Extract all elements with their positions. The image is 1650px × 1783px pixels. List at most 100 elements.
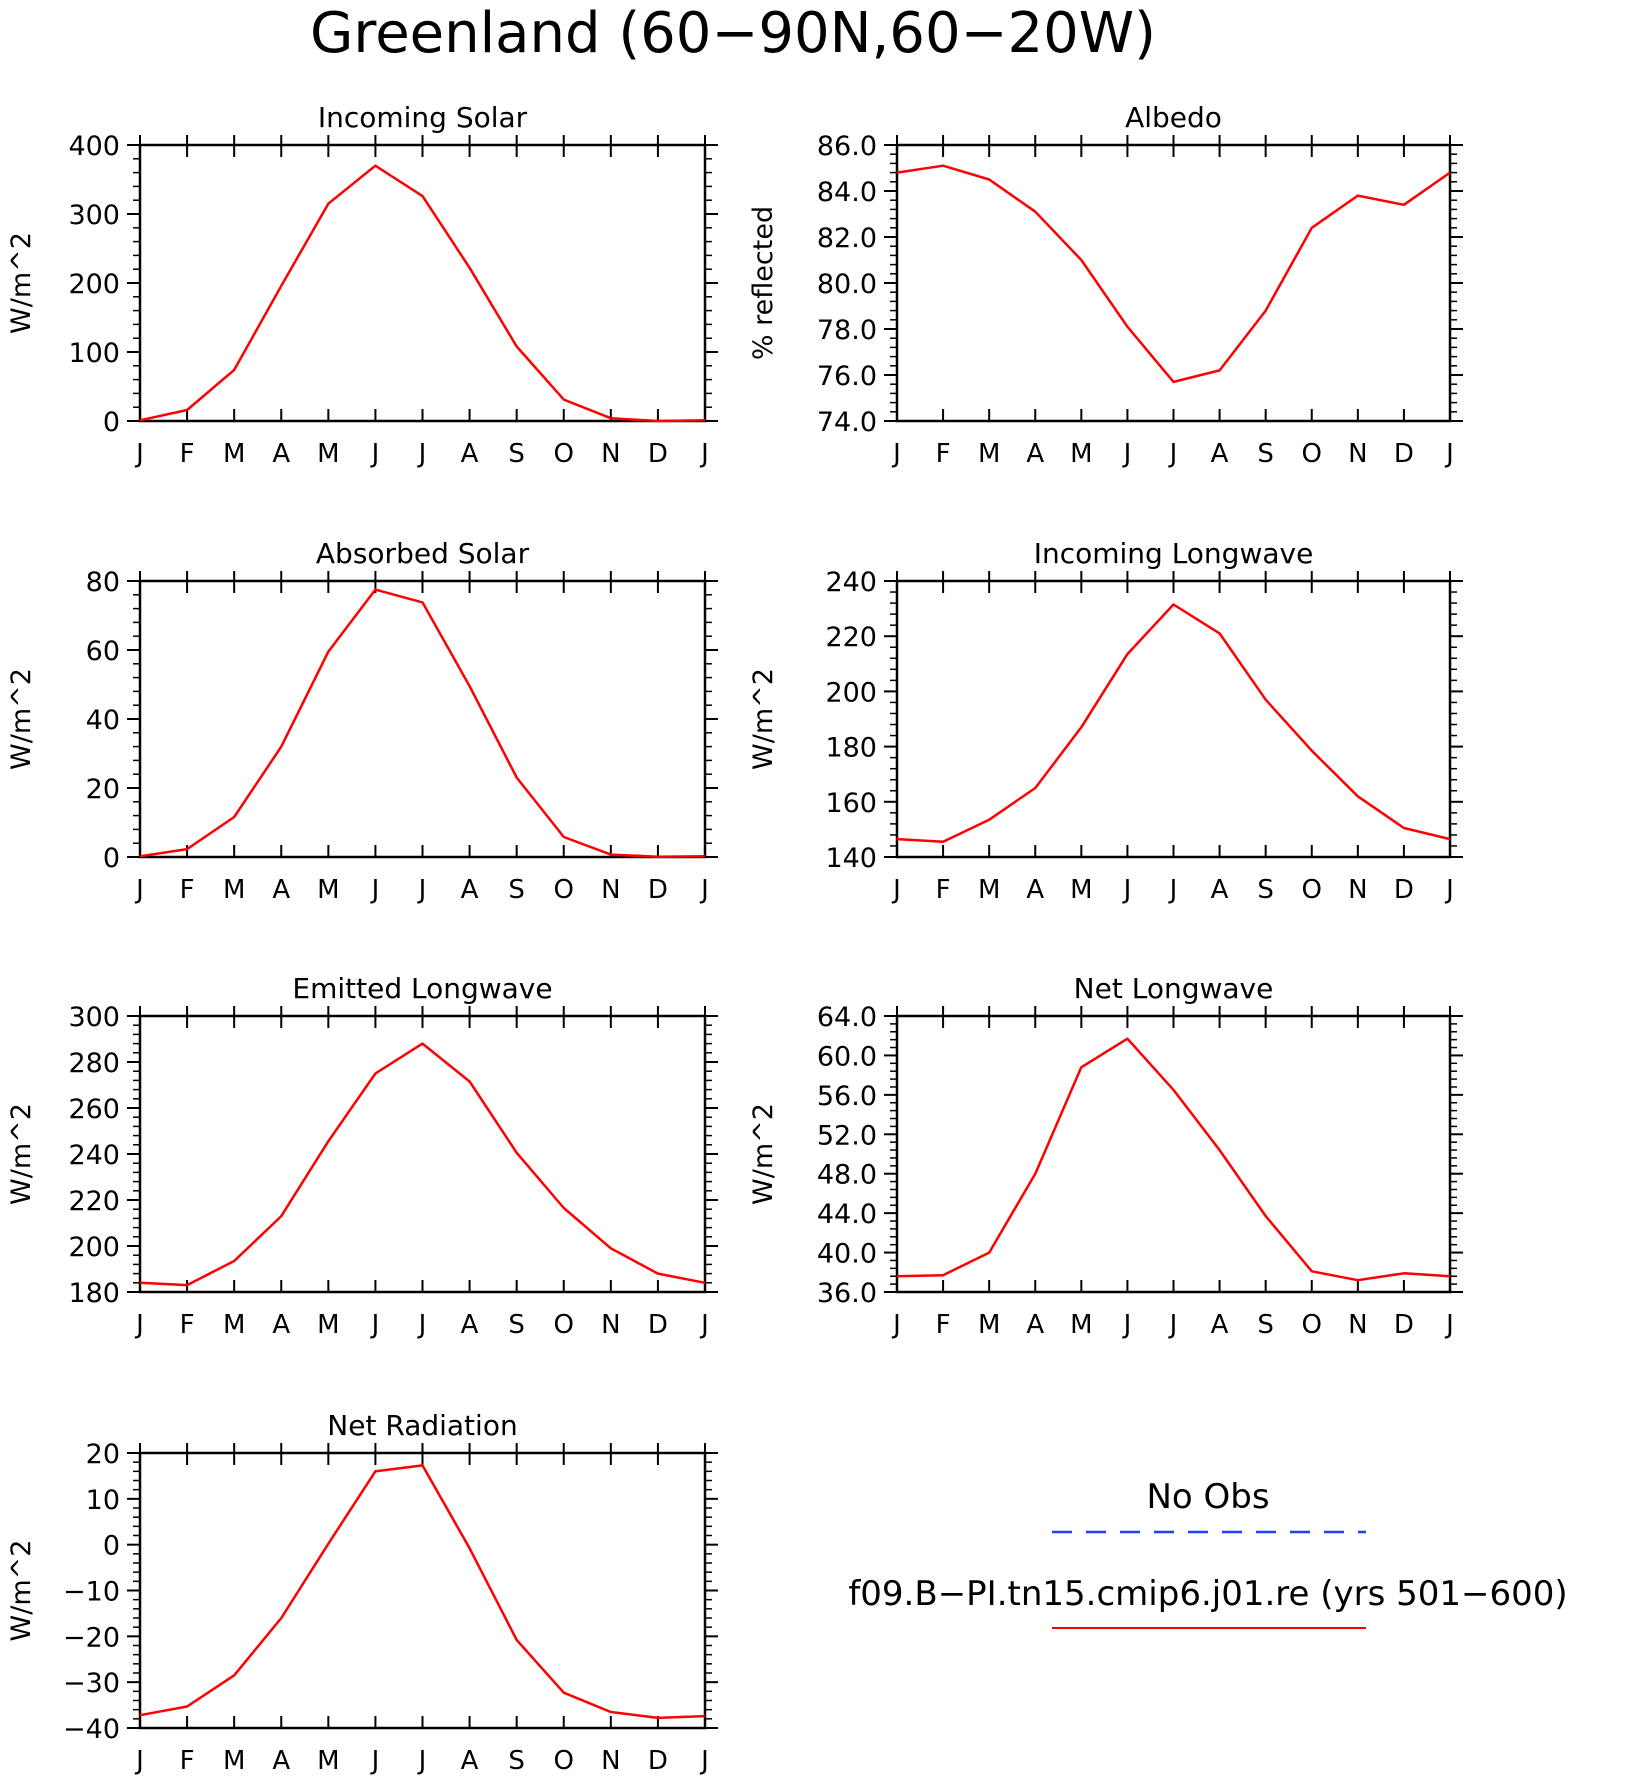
chart-emitted-longwave: J F M A M J J A S O N D J180200220240260280300Emitte… bbox=[6, 972, 718, 1340]
x-tick-label: J bbox=[134, 439, 144, 469]
x-tick-label: F bbox=[180, 875, 195, 905]
x-tick-label: J bbox=[699, 1746, 709, 1776]
x-tick-label: J bbox=[699, 1310, 709, 1340]
series-line bbox=[896, 603, 1451, 844]
y-axis-label: W/m^2 bbox=[6, 668, 37, 770]
y-tick-label: 140 bbox=[825, 843, 877, 874]
x-tick-label: M bbox=[978, 439, 1000, 469]
x-tick-label: F bbox=[936, 1310, 951, 1340]
chart-title: Incoming Longwave bbox=[1034, 537, 1314, 570]
x-tick-label: S bbox=[508, 439, 525, 469]
y-tick-label: 220 bbox=[68, 1186, 120, 1217]
y-tick-label: 48.0 bbox=[817, 1160, 877, 1191]
x-tick-label: O bbox=[1302, 875, 1322, 905]
y-tick-label: 0 bbox=[103, 1531, 120, 1562]
x-tick-label: A bbox=[272, 1310, 290, 1340]
series-line bbox=[139, 588, 706, 858]
y-axis-label: W/m^2 bbox=[748, 668, 779, 770]
x-tick-label: A bbox=[272, 875, 290, 905]
y-tick-label: 200 bbox=[68, 1232, 120, 1263]
x-tick-label: D bbox=[648, 1310, 668, 1340]
chart-albedo: J F M A M J J A S O N D J74.076.078.080.082.084.086.… bbox=[748, 101, 1463, 469]
x-tick-label: N bbox=[1348, 875, 1367, 905]
y-tick-label: 86.0 bbox=[817, 131, 877, 162]
plot-frame bbox=[895, 1014, 1452, 1294]
y-tick-label: 78.0 bbox=[817, 315, 877, 346]
x-tick-label: A bbox=[461, 1310, 479, 1340]
x-tick-label: M bbox=[1070, 875, 1092, 905]
x-tick-label: F bbox=[180, 1310, 195, 1340]
x-tick-label: O bbox=[554, 439, 574, 469]
x-tick-label: M bbox=[1070, 1310, 1092, 1340]
x-tick-label: F bbox=[180, 439, 195, 469]
figure-title: Greenland (60−90N,60−20W) bbox=[310, 1, 1156, 66]
x-tick-label: N bbox=[601, 439, 620, 469]
x-tick-label: M bbox=[223, 439, 245, 469]
legend: No Obs f09.B−PI.tn15.cmip6.j01.re (yrs 5… bbox=[848, 1477, 1568, 1629]
x-tick-label: F bbox=[180, 1746, 195, 1776]
y-axis-label: W/m^2 bbox=[6, 1540, 37, 1642]
x-tick-label: J bbox=[417, 439, 427, 469]
plot-frame bbox=[138, 1014, 707, 1294]
y-tick-label: 0 bbox=[103, 407, 120, 438]
y-tick-label: 0 bbox=[103, 843, 120, 874]
x-tick-label: A bbox=[272, 1746, 290, 1776]
y-tick-label: 240 bbox=[825, 567, 877, 598]
x-tick-label: F bbox=[936, 439, 951, 469]
x-tick-label: N bbox=[601, 1310, 620, 1340]
y-tick-label: 300 bbox=[68, 1002, 120, 1033]
y-tick-label: 180 bbox=[68, 1278, 120, 1309]
x-tick-label: M bbox=[978, 875, 1000, 905]
y-tick-label: 240 bbox=[68, 1140, 120, 1171]
x-tick-label: O bbox=[554, 1746, 574, 1776]
y-axis-label: W/m^2 bbox=[748, 1103, 779, 1205]
y-tick-label: 200 bbox=[68, 269, 120, 300]
x-tick-label: J bbox=[134, 1746, 144, 1776]
x-tick-label: N bbox=[601, 875, 620, 905]
y-tick-label: 200 bbox=[825, 677, 877, 708]
series-line bbox=[139, 1042, 706, 1287]
y-tick-label: 56.0 bbox=[817, 1081, 877, 1112]
x-tick-label: S bbox=[508, 1746, 525, 1776]
x-tick-label: J bbox=[370, 439, 380, 469]
x-tick-label: F bbox=[936, 875, 951, 905]
y-tick-label: −40 bbox=[63, 1714, 120, 1745]
y-tick-label: 76.0 bbox=[817, 361, 877, 392]
y-tick-label: 40.0 bbox=[817, 1239, 877, 1270]
x-tick-label: D bbox=[648, 439, 668, 469]
x-tick-label: O bbox=[1302, 1310, 1322, 1340]
x-tick-label: J bbox=[1444, 1310, 1454, 1340]
x-tick-label: D bbox=[1394, 875, 1414, 905]
y-tick-label: 100 bbox=[68, 338, 120, 369]
series-line bbox=[896, 164, 1451, 384]
y-tick-label: 10 bbox=[86, 1485, 120, 1516]
chart-title: Albedo bbox=[1125, 101, 1222, 134]
x-tick-label: A bbox=[1026, 439, 1044, 469]
y-tick-label: 74.0 bbox=[817, 407, 877, 438]
x-tick-label: J bbox=[1122, 1310, 1132, 1340]
y-tick-label: 82.0 bbox=[817, 223, 877, 254]
plot-frame bbox=[138, 579, 707, 859]
y-tick-label: 40 bbox=[86, 705, 120, 736]
series-line bbox=[896, 1037, 1451, 1282]
y-tick-label: 60.0 bbox=[817, 1041, 877, 1072]
chart-title: Net Longwave bbox=[1074, 972, 1274, 1005]
x-tick-label: N bbox=[1348, 1310, 1367, 1340]
y-tick-label: 60 bbox=[86, 636, 120, 667]
y-axis-label: % reflected bbox=[748, 206, 779, 360]
x-tick-label: N bbox=[1348, 439, 1367, 469]
x-tick-label: J bbox=[1168, 875, 1178, 905]
x-tick-label: J bbox=[370, 875, 380, 905]
y-tick-label: 20 bbox=[86, 774, 120, 805]
plot-frame bbox=[895, 143, 1452, 423]
plot-frame bbox=[895, 579, 1452, 859]
x-tick-label: J bbox=[370, 1746, 380, 1776]
x-tick-label: O bbox=[554, 875, 574, 905]
x-tick-label: J bbox=[134, 875, 144, 905]
y-tick-label: 80 bbox=[86, 567, 120, 598]
y-tick-label: 44.0 bbox=[817, 1199, 877, 1230]
chart-title: Emitted Longwave bbox=[292, 972, 552, 1005]
x-tick-label: M bbox=[317, 1310, 339, 1340]
